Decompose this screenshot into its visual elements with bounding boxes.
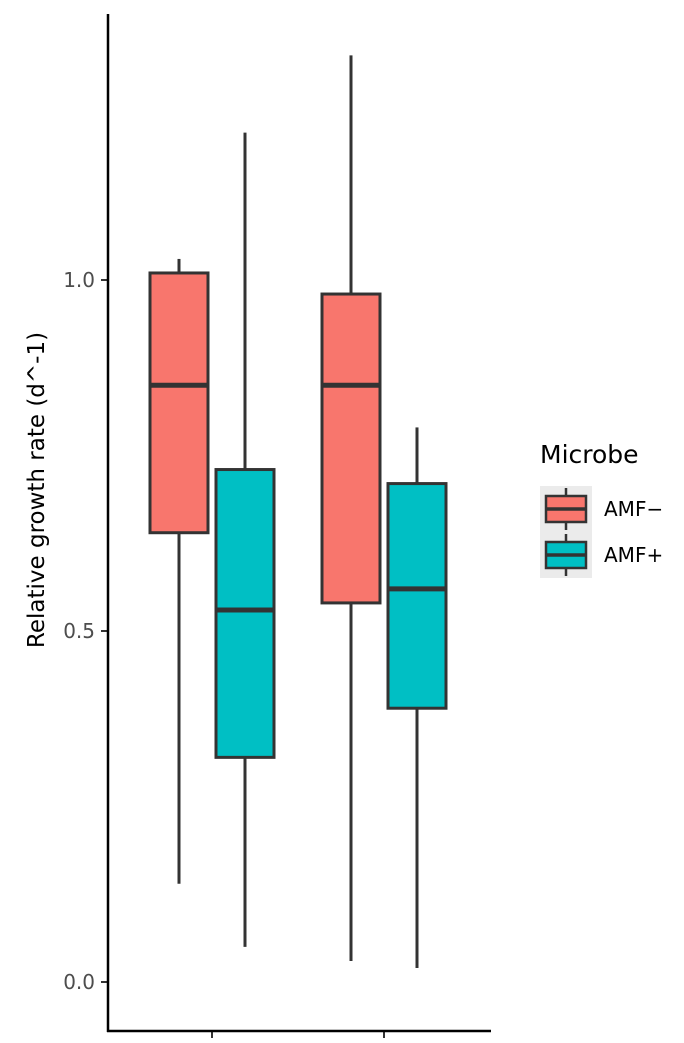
- y-axis-title-group: Relative growth rate (d^-1): [24, 332, 50, 648]
- y-tick-label: 1.0: [63, 268, 95, 292]
- legend-title: Microbe: [540, 440, 639, 469]
- box-body: [386, 482, 448, 710]
- box-body: [148, 271, 210, 535]
- y-tick-label: 0.0: [63, 970, 95, 994]
- legend: Microbe AMF− AMF+: [540, 440, 663, 578]
- y-axis-ticks: 0.0 0.5 1.0: [63, 268, 108, 994]
- box-series: [148, 55, 448, 968]
- box-body: [214, 468, 276, 759]
- legend-label: AMF+: [604, 543, 663, 567]
- y-tick-label: 0.5: [63, 619, 95, 643]
- series-1: [148, 55, 382, 961]
- legend-keys: AMF− AMF+: [540, 486, 663, 578]
- legend-item: AMF−: [540, 486, 663, 532]
- legend-item: AMF+: [540, 532, 663, 578]
- x-axis-ticks: AmbientLow R:FR: [211, 1031, 385, 1038]
- legend-label: AMF−: [604, 497, 663, 521]
- series-2: [214, 132, 448, 968]
- y-axis-title: Relative growth rate (d^-1): [24, 332, 50, 648]
- box-body: [320, 292, 382, 605]
